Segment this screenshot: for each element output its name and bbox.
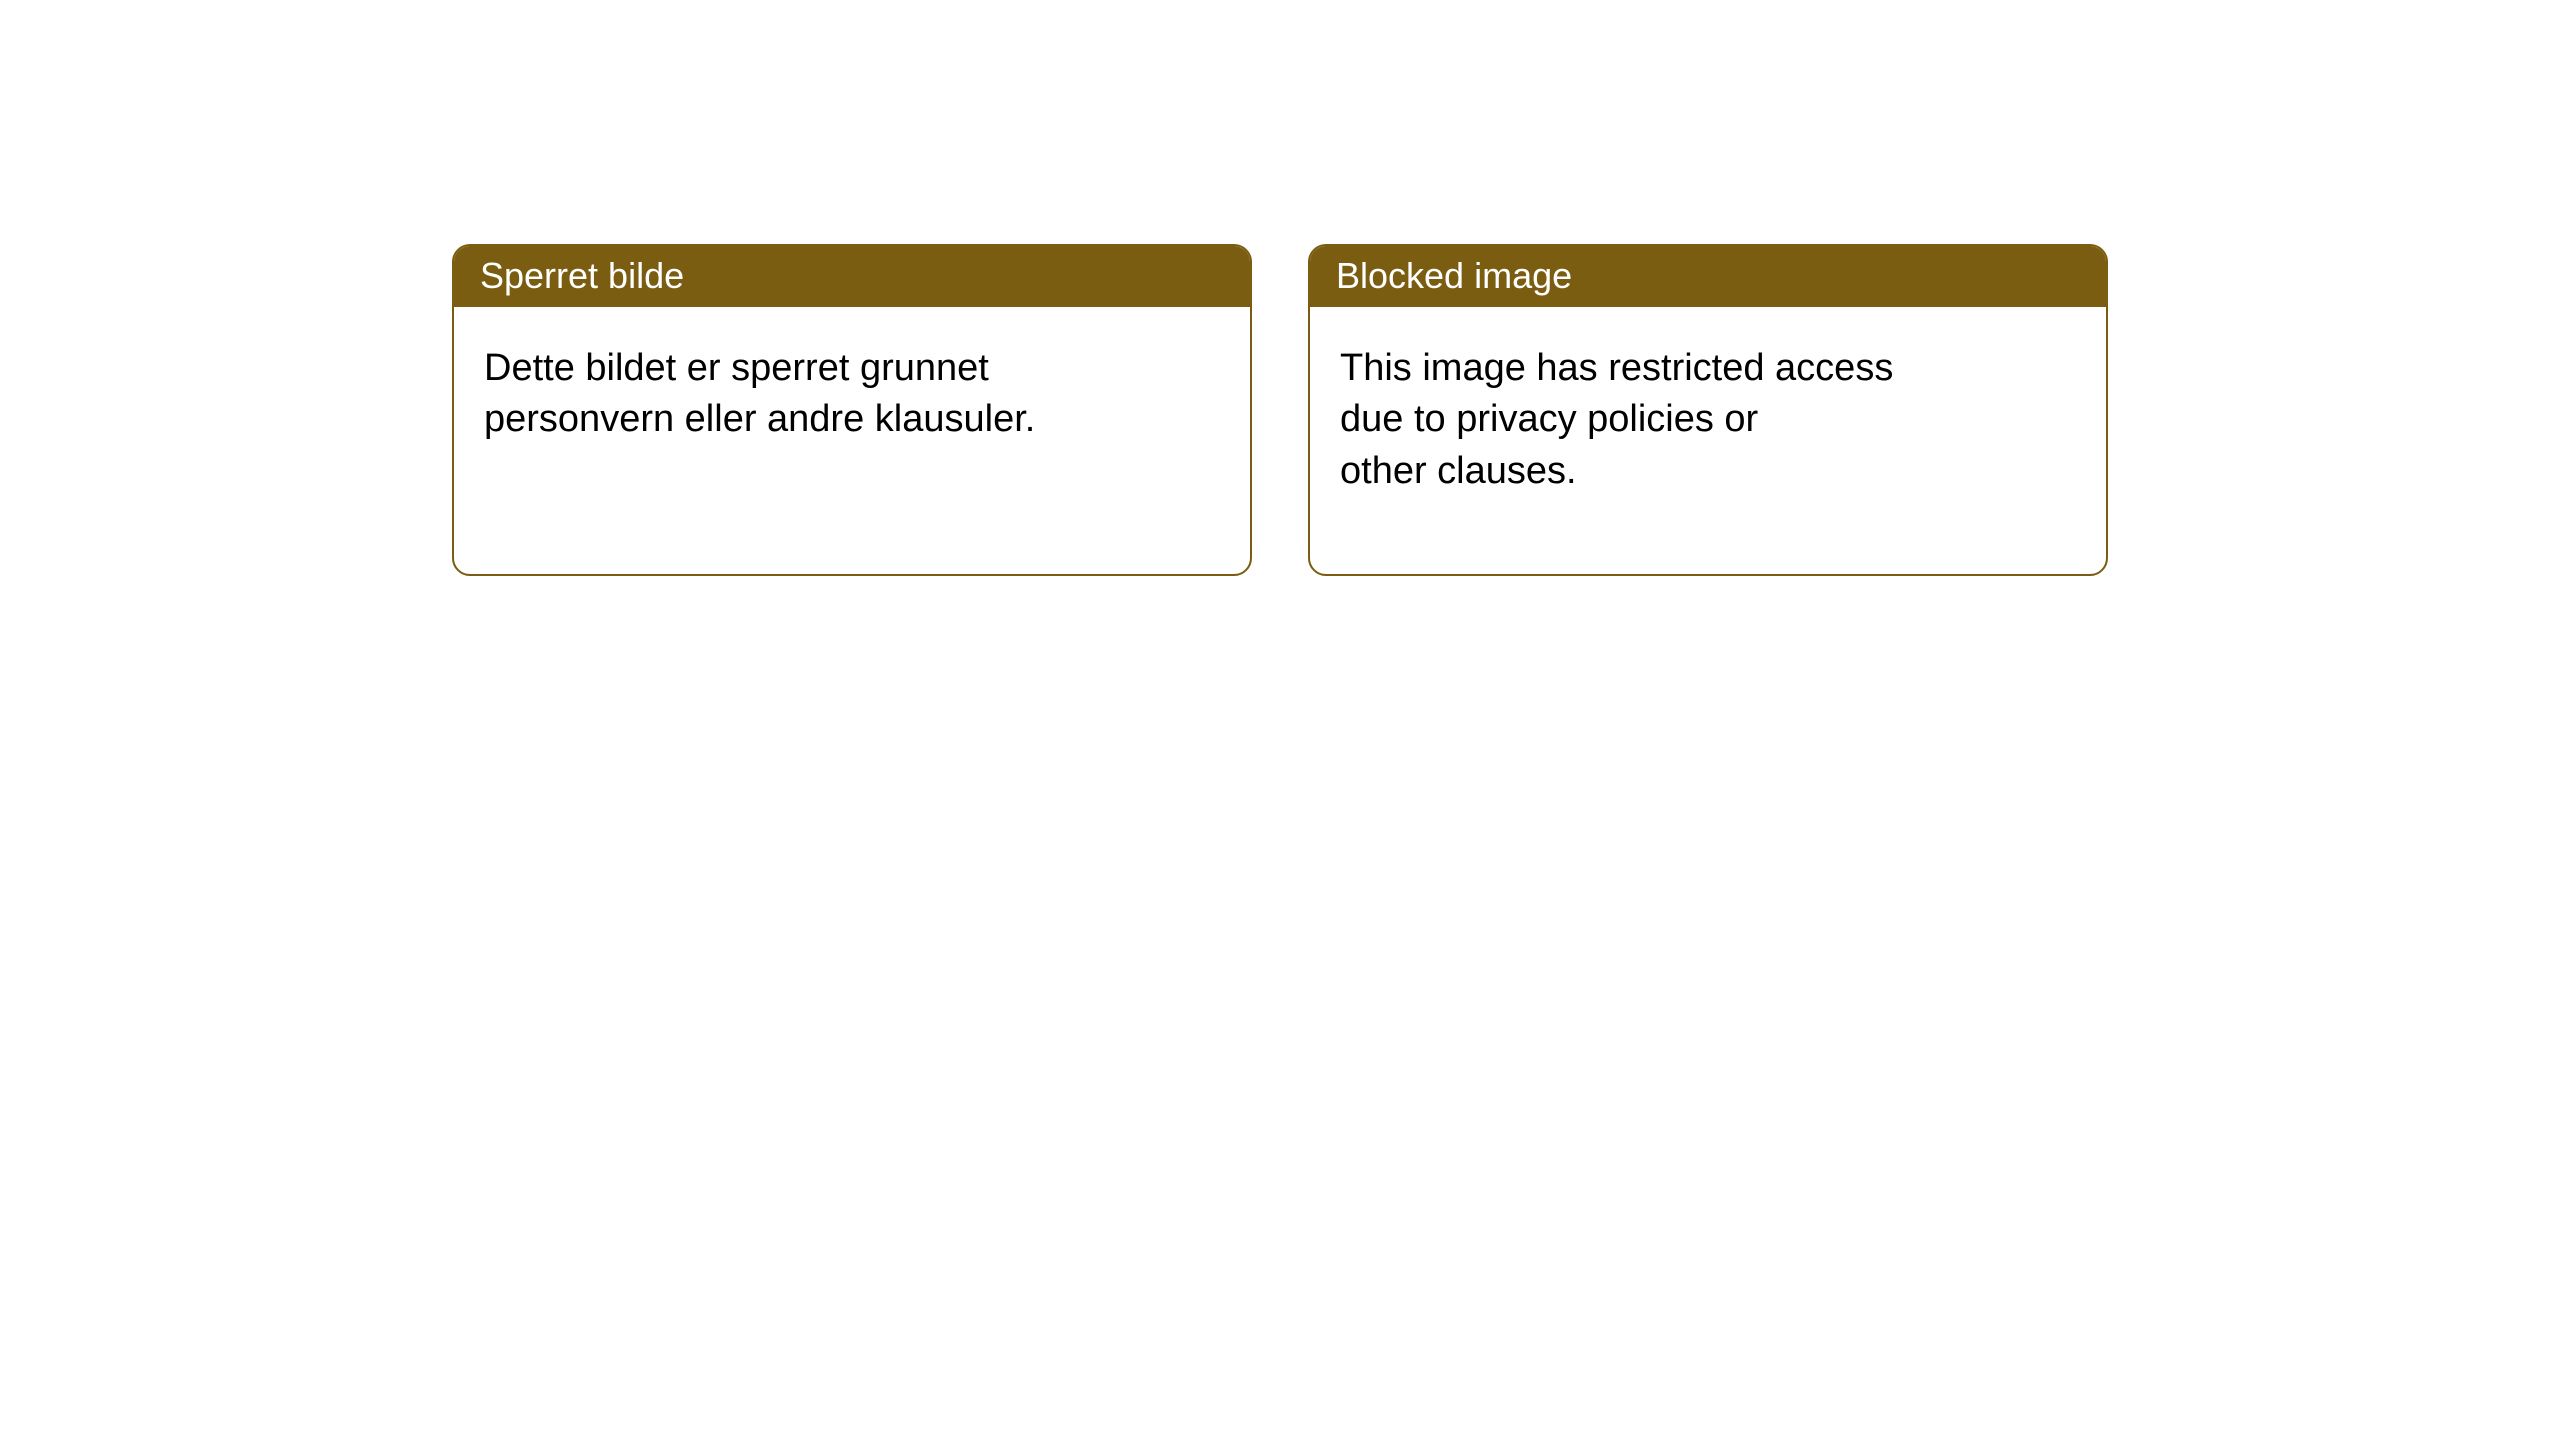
notice-card-title: Blocked image [1310, 246, 2106, 307]
notice-card-title: Sperret bilde [454, 246, 1250, 307]
notice-card-norwegian: Sperret bilde Dette bildet er sperret gr… [452, 244, 1252, 576]
notice-card-body: This image has restricted access due to … [1310, 307, 2106, 533]
notice-card-english: Blocked image This image has restricted … [1308, 244, 2108, 576]
notice-card-body: Dette bildet er sperret grunnet personve… [454, 307, 1250, 482]
notice-container: Sperret bilde Dette bildet er sperret gr… [0, 0, 2560, 576]
